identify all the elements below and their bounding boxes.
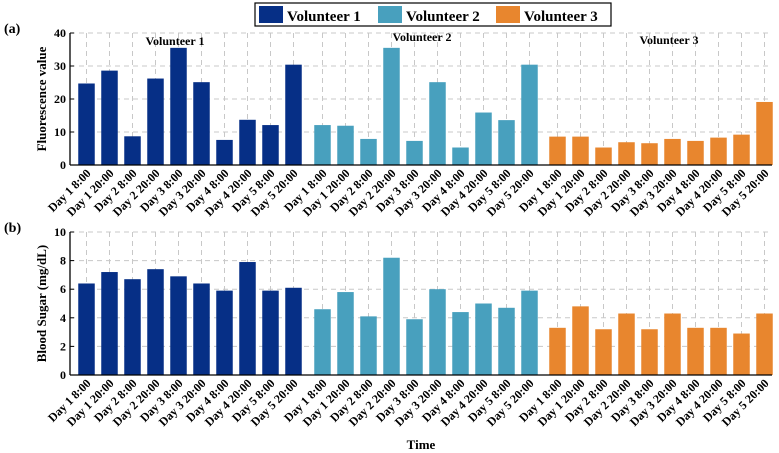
bar-volunteer-2-day-2-20-00 — [383, 257, 400, 375]
bar-volunteer-1-day-5-8-00 — [262, 290, 279, 375]
y-tick-label: 6 — [60, 282, 66, 296]
y-tick-label: 0 — [60, 158, 66, 172]
x-axis-title: Time — [407, 437, 436, 452]
bar-volunteer-3-day-3-8-00 — [641, 329, 658, 375]
bar-volunteer-3-day-2-8-00 — [595, 329, 612, 375]
y-tick-label: 40 — [54, 26, 66, 40]
group-title-volunteer-1: Volunteer 1 — [145, 34, 204, 48]
bar-volunteer-3-day-5-20-00 — [756, 313, 773, 375]
bar-volunteer-3-day-2-20-00 — [618, 142, 635, 165]
bar-volunteer-1-day-4-20-00 — [239, 119, 256, 165]
bar-volunteer-3-day-5-8-00 — [733, 333, 750, 375]
bar-volunteer-1-day-1-20-00 — [101, 272, 118, 375]
legend-label-volunteer-1: Volunteer 1 — [287, 9, 361, 25]
bar-volunteer-2-day-5-20-00 — [521, 290, 538, 375]
bar-volunteer-3-day-5-8-00 — [733, 134, 750, 165]
bar-volunteer-3-day-1-20-00 — [572, 136, 589, 165]
bar-volunteer-3-day-5-20-00 — [756, 101, 773, 165]
group-title-volunteer-3: Volunteer 3 — [639, 33, 698, 47]
bar-volunteer-1-day-2-8-00 — [124, 279, 141, 375]
bar-volunteer-1-day-4-8-00 — [216, 139, 233, 165]
bar-volunteer-3-day-3-20-00 — [664, 138, 681, 165]
y-tick-label: 4 — [60, 311, 66, 325]
bar-volunteer-2-day-5-8-00 — [498, 120, 515, 165]
panel-label: (a) — [4, 22, 21, 37]
y-tick-label: 20 — [54, 92, 66, 106]
legend-swatch-volunteer-1 — [259, 6, 283, 23]
y-axis-title: Fluorescence value — [34, 46, 49, 151]
bar-volunteer-2-day-3-8-00 — [406, 319, 423, 375]
y-tick-label: 30 — [54, 59, 66, 73]
legend-swatch-volunteer-2 — [378, 6, 402, 23]
y-tick-label: 10 — [54, 125, 66, 139]
bar-volunteer-1-day-3-8-00 — [170, 276, 187, 375]
bar-volunteer-1-day-4-20-00 — [239, 262, 256, 375]
bar-volunteer-2-day-1-20-00 — [337, 125, 354, 165]
bar-volunteer-1-day-5-8-00 — [262, 125, 279, 165]
bar-volunteer-1-day-4-8-00 — [216, 290, 233, 375]
group-title-volunteer-2: Volunteer 2 — [392, 30, 451, 44]
y-tick-label: 8 — [60, 254, 66, 268]
bar-volunteer-2-day-4-20-00 — [475, 303, 492, 375]
bar-volunteer-3-day-2-20-00 — [618, 313, 635, 375]
bar-volunteer-1-day-3-8-00 — [170, 47, 187, 165]
bar-volunteer-2-day-2-8-00 — [360, 316, 377, 375]
bar-volunteer-1-day-5-20-00 — [285, 287, 302, 375]
bar-volunteer-3-day-4-8-00 — [687, 327, 704, 375]
bar-volunteer-3-day-4-8-00 — [687, 140, 704, 165]
bar-volunteer-1-day-2-20-00 — [147, 269, 164, 375]
bar-volunteer-1-day-2-20-00 — [147, 78, 164, 165]
bar-volunteer-2-day-3-8-00 — [406, 140, 423, 165]
y-tick-label: 10 — [54, 225, 66, 239]
bar-volunteer-3-day-1-8-00 — [549, 136, 566, 165]
y-axis-title: Blood Sugar (mg/dL) — [34, 245, 49, 363]
bar-volunteer-1-day-1-20-00 — [101, 70, 118, 165]
legend-swatch-volunteer-3 — [496, 6, 520, 23]
legend: Volunteer 1 Volunteer 2 Volunteer 3 — [254, 2, 612, 27]
legend-label-volunteer-3: Volunteer 3 — [524, 9, 598, 25]
bar-volunteer-1-day-2-8-00 — [124, 136, 141, 165]
bar-volunteer-2-day-5-8-00 — [498, 307, 515, 375]
bar-volunteer-2-day-4-8-00 — [452, 312, 469, 375]
bar-volunteer-3-day-1-20-00 — [572, 306, 589, 375]
bar-volunteer-3-day-4-20-00 — [710, 327, 727, 375]
bar-volunteer-2-day-1-8-00 — [314, 309, 331, 375]
bar-volunteer-3-day-2-8-00 — [595, 147, 612, 165]
y-tick-label: 0 — [60, 368, 66, 382]
bar-volunteer-2-day-1-8-00 — [314, 125, 331, 165]
bar-volunteer-1-day-5-20-00 — [285, 64, 302, 165]
y-tick-label: 2 — [60, 339, 66, 353]
bar-volunteer-1-day-1-8-00 — [78, 283, 95, 375]
bar-volunteer-3-day-3-8-00 — [641, 143, 658, 165]
bar-volunteer-1-day-1-8-00 — [78, 83, 95, 165]
bar-volunteer-2-day-4-8-00 — [452, 147, 469, 165]
bar-volunteer-3-day-1-8-00 — [549, 327, 566, 375]
bar-volunteer-2-day-2-8-00 — [360, 138, 377, 165]
bar-volunteer-2-day-3-20-00 — [429, 289, 446, 375]
bar-volunteer-3-day-3-20-00 — [664, 313, 681, 375]
panel-label: (b) — [4, 221, 21, 236]
legend-label-volunteer-2: Volunteer 2 — [406, 9, 480, 25]
bar-volunteer-2-day-1-20-00 — [337, 292, 354, 375]
bar-volunteer-3-day-4-20-00 — [710, 137, 727, 165]
bar-volunteer-1-day-3-20-00 — [193, 82, 210, 165]
bar-volunteer-2-day-4-20-00 — [475, 112, 492, 165]
bar-volunteer-2-day-2-20-00 — [383, 47, 400, 165]
bar-volunteer-2-day-3-20-00 — [429, 82, 446, 165]
legend-box — [254, 2, 612, 27]
bar-volunteer-1-day-3-20-00 — [193, 283, 210, 375]
bar-volunteer-2-day-5-20-00 — [521, 64, 538, 165]
